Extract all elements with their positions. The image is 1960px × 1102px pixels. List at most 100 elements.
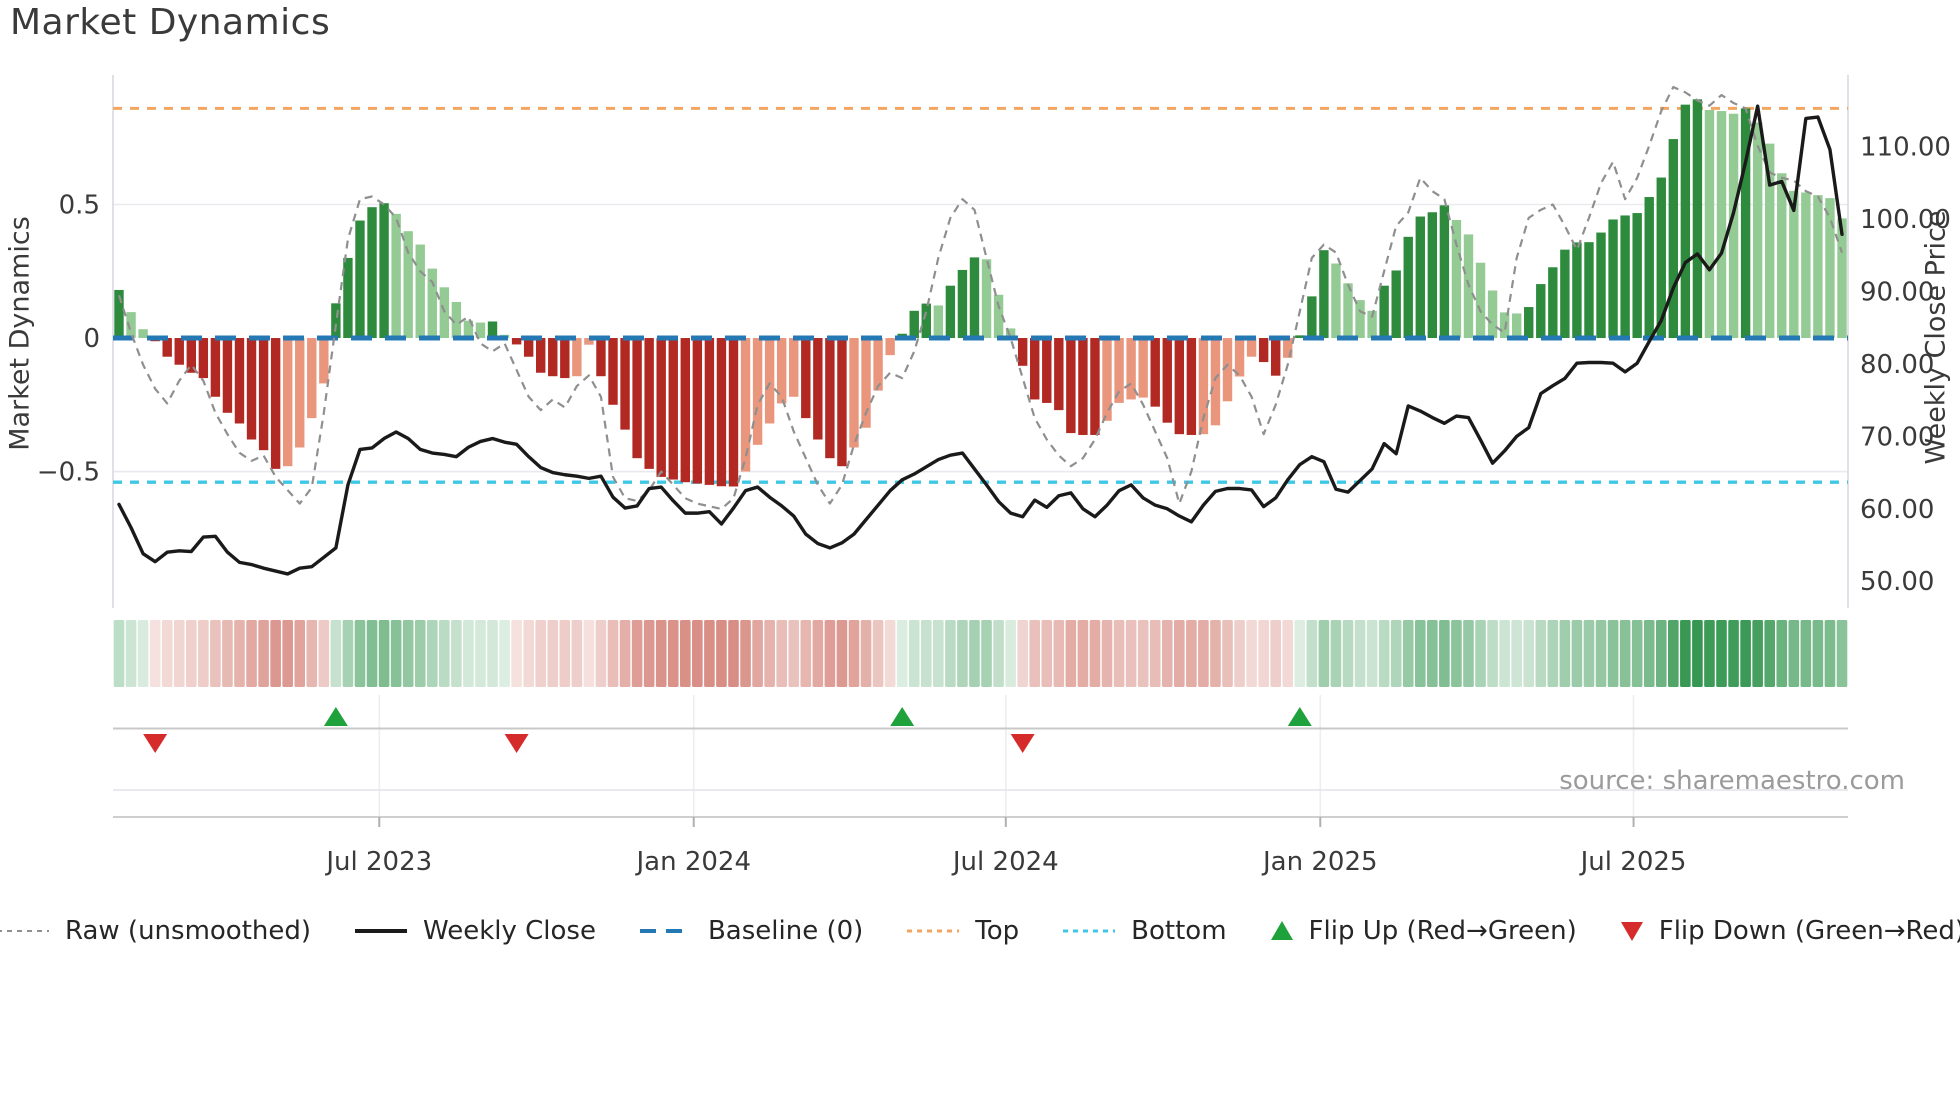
heat-cell-62 bbox=[860, 620, 872, 687]
bar-week-82 bbox=[1102, 338, 1112, 421]
heat-cell-74 bbox=[1005, 620, 1016, 687]
bar-week-102 bbox=[1343, 283, 1353, 339]
right-tick-90.00: 90.00 bbox=[1860, 278, 1934, 308]
page-title: Market Dynamics bbox=[10, 2, 331, 43]
heat-cell-0 bbox=[113, 620, 125, 687]
bar-week-80 bbox=[1078, 338, 1088, 435]
heat-cell-8 bbox=[210, 620, 221, 687]
heat-cell-122 bbox=[1583, 620, 1595, 687]
heat-cell-109 bbox=[1427, 620, 1438, 687]
heat-cell-115 bbox=[1499, 620, 1510, 687]
heat-cell-136 bbox=[1752, 620, 1763, 687]
bar-week-1 bbox=[126, 312, 136, 339]
bar-week-119 bbox=[1548, 267, 1558, 339]
heat-cell-51 bbox=[728, 620, 739, 687]
bar-week-74 bbox=[1005, 328, 1016, 339]
heat-cell-90 bbox=[1198, 620, 1209, 687]
bar-week-92 bbox=[1222, 338, 1233, 402]
heat-cell-28 bbox=[451, 620, 462, 687]
bar-week-137 bbox=[1765, 143, 1775, 339]
flip-down-marker-0 bbox=[143, 734, 168, 753]
heat-cell-75 bbox=[1017, 620, 1028, 687]
bar-week-95 bbox=[1258, 338, 1269, 363]
legend-item-1: Weekly Close bbox=[353, 916, 596, 946]
bar-week-28 bbox=[451, 301, 462, 339]
heat-cell-41 bbox=[607, 620, 619, 687]
heat-cell-141 bbox=[1812, 620, 1824, 687]
heat-cell-128 bbox=[1655, 620, 1667, 687]
bar-week-4 bbox=[162, 338, 172, 357]
legend-line-swatch bbox=[355, 929, 408, 933]
bar-week-86 bbox=[1150, 338, 1160, 407]
bar-week-115 bbox=[1499, 312, 1510, 339]
bar-week-10 bbox=[234, 338, 245, 424]
bar-week-73 bbox=[993, 294, 1004, 339]
bar-week-36 bbox=[548, 338, 558, 377]
triangle-down-icon bbox=[1620, 922, 1643, 941]
heat-cell-40 bbox=[595, 620, 607, 687]
bar-week-47 bbox=[680, 338, 690, 483]
legend-item-6: Flip Down (Green→Red) bbox=[1619, 916, 1960, 946]
bar-week-30 bbox=[475, 322, 486, 339]
bar-week-94 bbox=[1246, 338, 1257, 357]
heat-cell-119 bbox=[1547, 620, 1559, 687]
heat-cell-81 bbox=[1089, 620, 1101, 687]
bar-week-21 bbox=[367, 207, 377, 339]
bar-week-0 bbox=[114, 289, 124, 339]
heat-cell-85 bbox=[1137, 620, 1149, 687]
heat-cell-61 bbox=[848, 620, 860, 687]
bar-week-26 bbox=[427, 268, 437, 339]
heat-cell-46 bbox=[667, 620, 679, 687]
bar-week-121 bbox=[1572, 242, 1582, 339]
bar-week-78 bbox=[1054, 338, 1064, 411]
bar-week-75 bbox=[1017, 338, 1028, 366]
bar-week-133 bbox=[1716, 111, 1727, 339]
bar-week-104 bbox=[1367, 310, 1377, 339]
oscillator-bars bbox=[114, 99, 1847, 487]
heat-cell-24 bbox=[402, 620, 414, 687]
heat-cell-52 bbox=[740, 620, 751, 687]
right-tick-60.00: 60.00 bbox=[1860, 495, 1934, 525]
heat-cell-19 bbox=[342, 620, 354, 687]
legend-line-swatch bbox=[0, 930, 49, 932]
legend-line-swatch bbox=[1063, 929, 1116, 933]
heat-cell-37 bbox=[559, 620, 571, 687]
bar-week-12 bbox=[258, 338, 269, 451]
heat-cell-129 bbox=[1668, 620, 1679, 687]
heat-cell-53 bbox=[752, 620, 763, 687]
bar-week-83 bbox=[1114, 338, 1124, 403]
heat-cell-103 bbox=[1354, 620, 1366, 687]
bar-week-9 bbox=[222, 338, 233, 413]
bar-week-91 bbox=[1210, 338, 1221, 426]
legend-label: Top bbox=[975, 916, 1020, 946]
heat-cell-100 bbox=[1318, 620, 1330, 687]
bar-week-88 bbox=[1174, 338, 1185, 435]
heat-cell-94 bbox=[1246, 620, 1257, 687]
heat-cell-78 bbox=[1053, 620, 1065, 687]
bar-week-84 bbox=[1126, 338, 1136, 400]
bar-week-15 bbox=[295, 338, 305, 448]
heat-cell-102 bbox=[1342, 620, 1354, 687]
heat-cell-86 bbox=[1149, 620, 1161, 687]
x-tick-Jul 2025: Jul 2025 bbox=[1579, 847, 1687, 877]
bar-week-96 bbox=[1271, 338, 1281, 376]
heat-cell-31 bbox=[487, 620, 498, 687]
bar-week-46 bbox=[668, 338, 678, 480]
heat-cell-54 bbox=[764, 620, 775, 687]
heat-cell-91 bbox=[1210, 620, 1221, 687]
heat-cell-132 bbox=[1704, 620, 1715, 687]
heat-cell-83 bbox=[1113, 620, 1125, 687]
heat-cell-13 bbox=[270, 620, 281, 687]
bar-week-98 bbox=[1295, 335, 1305, 339]
bar-week-122 bbox=[1584, 242, 1594, 339]
bar-week-49 bbox=[704, 338, 715, 485]
heat-cell-113 bbox=[1475, 620, 1486, 687]
bar-week-8 bbox=[210, 338, 221, 397]
bar-week-2 bbox=[138, 329, 148, 339]
left-tick-−0.5: −0.5 bbox=[37, 458, 100, 488]
bar-week-126 bbox=[1632, 213, 1642, 339]
bar-week-39 bbox=[584, 338, 594, 345]
left-axis-label: Market Dynamics bbox=[4, 216, 36, 451]
heat-cell-124 bbox=[1607, 620, 1619, 687]
